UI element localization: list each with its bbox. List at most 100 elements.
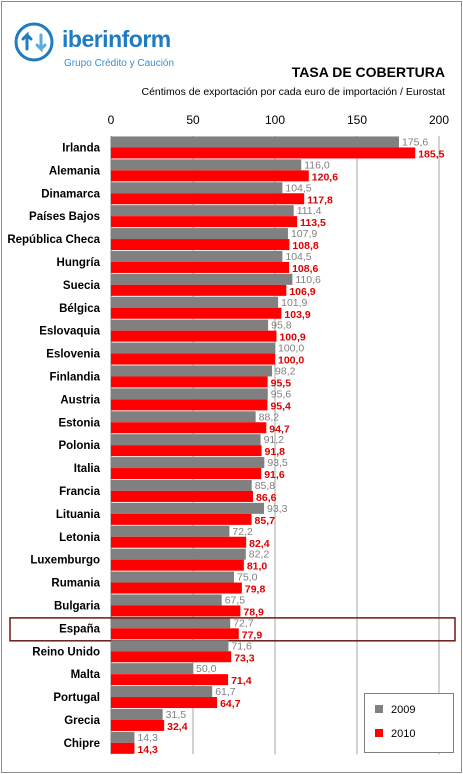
bar-2010	[111, 559, 244, 571]
bar-2009	[111, 571, 234, 583]
data-label-2010: 91,8	[265, 446, 286, 458]
category-label: Reino Unido	[32, 646, 100, 658]
legend-swatch-2010	[375, 729, 383, 737]
category-label: Lituania	[56, 509, 101, 521]
bar-2009	[111, 731, 135, 743]
data-label-2010: 120,6	[312, 171, 338, 183]
bar-2009	[111, 296, 279, 308]
category-label: Dinamarca	[41, 188, 100, 200]
bar-2010	[111, 284, 287, 296]
data-label-2010: 78,9	[243, 606, 264, 618]
bar-2009	[111, 640, 229, 652]
bar-2009	[111, 708, 163, 720]
logo-arrows-icon	[14, 22, 54, 62]
data-label-2009: 104,5	[285, 182, 311, 194]
bar-2010	[111, 651, 232, 663]
bar-2009	[111, 159, 302, 171]
bar-2009	[111, 525, 230, 537]
bar-2010	[111, 719, 165, 731]
category-label: Irlanda	[62, 142, 100, 154]
data-label-2009: 111,4	[297, 205, 322, 217]
data-label-2009: 88,2	[259, 411, 280, 423]
data-label-2009: 107,9	[291, 228, 317, 240]
category-label: Rumania	[51, 578, 100, 590]
bar-2010	[111, 628, 239, 640]
data-label-2009: 110,6	[295, 274, 321, 286]
data-label-2009: 91,2	[264, 434, 285, 446]
category-label: Francia	[59, 486, 101, 498]
category-label: Luxemburgo	[30, 555, 100, 567]
brand-logo: iberinform Grupo Crédito y Caución	[14, 18, 214, 78]
bar-2010	[111, 376, 268, 388]
data-label-2010: 77,9	[242, 629, 263, 641]
bar-2010	[111, 307, 282, 319]
category-label: Malta	[71, 669, 101, 681]
category-label: Italia	[74, 463, 101, 475]
data-label-2010: 81,0	[247, 561, 268, 573]
category-label: Letonia	[59, 532, 100, 544]
bar-2010	[111, 582, 242, 594]
category-label: Bélgica	[59, 303, 101, 315]
bar-2009	[111, 228, 288, 240]
data-label-2009: 72,7	[233, 617, 254, 629]
bar-2009	[111, 365, 273, 377]
chart-legend: 2009 2010	[364, 693, 454, 753]
bar-2009	[111, 663, 193, 675]
bar-2009	[111, 548, 246, 560]
bar-2010	[111, 742, 135, 754]
data-label-2009: 93,5	[267, 457, 288, 469]
data-label-2009: 93,3	[267, 503, 288, 515]
bar-2009	[111, 479, 252, 491]
category-label: Países Bajos	[29, 211, 100, 223]
bar-2010	[111, 445, 262, 457]
data-label-2009: 75,0	[237, 572, 258, 584]
chart-title: TASA DE COBERTURA	[291, 64, 445, 80]
category-label: Chipre	[64, 738, 100, 750]
bar-2010	[111, 261, 290, 273]
data-label-2010: 106,9	[289, 286, 315, 298]
bar-2009	[111, 502, 265, 514]
category-label: Estonia	[58, 417, 100, 429]
chart-subtitle: Céntimos de exportación por cada euro de…	[141, 86, 445, 98]
data-label-2010: 94,7	[269, 423, 290, 435]
bar-2010	[111, 697, 218, 709]
bar-2010	[111, 468, 262, 480]
data-label-2010: 103,9	[284, 309, 310, 321]
data-label-2010: 73,3	[234, 652, 255, 664]
data-label-2010: 14,3	[137, 744, 158, 756]
data-label-2010: 64,7	[220, 698, 241, 710]
bar-2009	[111, 594, 222, 606]
bar-2010	[111, 422, 267, 434]
x-tick-label-200: 200	[429, 113, 449, 127]
data-label-2010: 85,7	[255, 515, 276, 527]
data-label-2009: 14,3	[137, 732, 158, 744]
legend-item-2010: 2010	[375, 728, 415, 740]
data-label-2009: 95,6	[271, 388, 292, 400]
data-label-2010: 100,9	[279, 332, 305, 344]
category-label: Hungría	[57, 257, 101, 269]
bar-2009	[111, 136, 399, 148]
x-tick-label-150: 150	[347, 113, 367, 127]
legend-item-2009: 2009	[375, 704, 415, 716]
bar-2009	[111, 686, 213, 698]
category-label: España	[59, 623, 101, 635]
data-label-2009: 85,8	[255, 480, 276, 492]
category-label: Eslovenia	[46, 349, 100, 361]
legend-label-2010: 2010	[391, 728, 416, 740]
highlight-box	[9, 617, 456, 642]
data-label-2009: 67,5	[225, 594, 246, 606]
category-label: Eslovaquia	[39, 326, 100, 338]
bar-2009	[111, 319, 269, 331]
category-label: República Checa	[7, 234, 100, 246]
data-label-2009: 100,0	[278, 343, 304, 355]
data-label-2010: 95,4	[270, 400, 291, 412]
data-label-2010: 100,0	[278, 355, 304, 367]
data-label-2009: 104,5	[285, 251, 311, 263]
data-label-2009: 116,0	[304, 159, 330, 171]
logo-tagline: Grupo Crédito y Caución	[64, 58, 175, 69]
data-label-2010: 108,8	[292, 240, 318, 252]
data-label-2009: 50,0	[196, 663, 217, 675]
bar-2010	[111, 353, 275, 365]
bar-2010	[111, 330, 277, 342]
